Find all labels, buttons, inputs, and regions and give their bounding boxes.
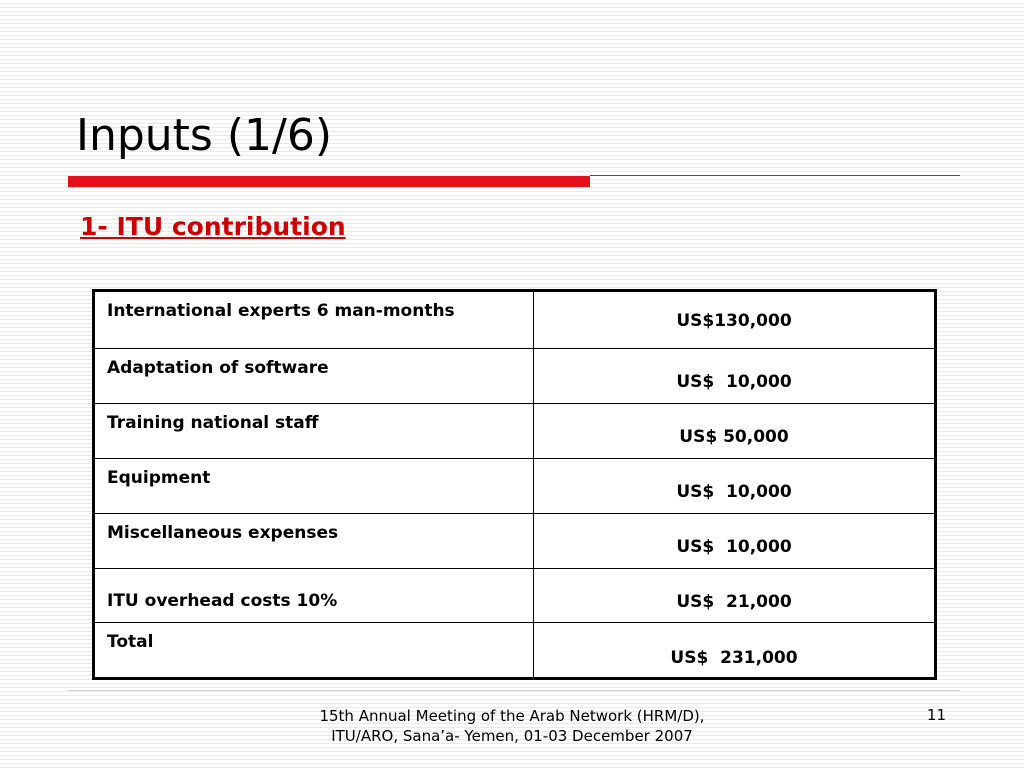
footer-divider bbox=[68, 690, 960, 691]
table-row: Total US$ 231,000 bbox=[93, 622, 936, 679]
title-underline-thin bbox=[590, 175, 960, 176]
cost-item-label: Total bbox=[93, 622, 534, 679]
cost-amount: US$ 10,000 bbox=[533, 513, 936, 569]
cost-item-label: ITU overhead costs 10% bbox=[93, 568, 534, 623]
cost-amount: US$ 10,000 bbox=[533, 458, 936, 514]
page-number: 11 bbox=[926, 706, 946, 724]
cost-amount: US$ 10,000 bbox=[533, 348, 936, 404]
table-row: Training national staff US$ 50,000 bbox=[93, 403, 936, 459]
cost-amount: US$ 50,000 bbox=[533, 403, 936, 459]
cost-item-label: International experts 6 man-months bbox=[93, 290, 534, 349]
table-row: Equipment US$ 10,000 bbox=[93, 458, 936, 514]
slide-title: Inputs (1/6) bbox=[76, 110, 332, 161]
table-row: Miscellaneous expenses US$ 10,000 bbox=[93, 513, 936, 569]
footer-text: 15th Annual Meeting of the Arab Network … bbox=[319, 707, 705, 746]
title-underline-thick bbox=[68, 176, 590, 187]
cost-item-label: Training national staff bbox=[93, 403, 534, 459]
table-row: International experts 6 man-months US$13… bbox=[93, 290, 936, 349]
table-row: Adaptation of software US$ 10,000 bbox=[93, 348, 936, 404]
cost-item-label: Miscellaneous expenses bbox=[93, 513, 534, 569]
section-heading: 1- ITU contribution bbox=[80, 212, 346, 241]
cost-item-label: Adaptation of software bbox=[93, 348, 534, 404]
cost-amount: US$ 21,000 bbox=[533, 568, 936, 623]
cost-amount: US$130,000 bbox=[533, 290, 936, 349]
cost-table: International experts 6 man-months US$13… bbox=[92, 289, 937, 680]
cost-item-label: Equipment bbox=[93, 458, 534, 514]
table-row: ITU overhead costs 10% US$ 21,000 bbox=[93, 568, 936, 623]
cost-amount: US$ 231,000 bbox=[533, 622, 936, 679]
